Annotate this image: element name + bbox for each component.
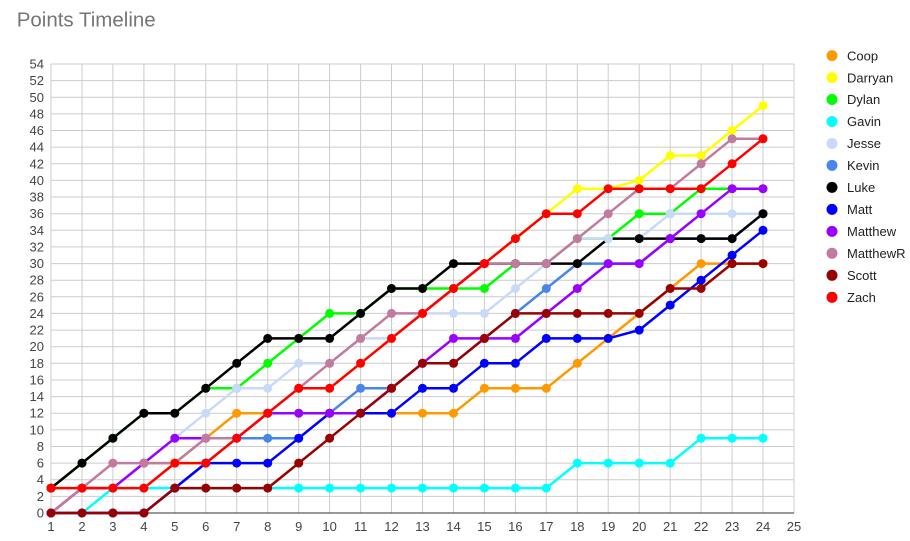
- svg-text:11: 11: [354, 519, 368, 534]
- svg-text:14: 14: [30, 389, 44, 404]
- svg-text:18: 18: [570, 519, 584, 534]
- svg-text:22: 22: [694, 519, 708, 534]
- svg-text:16: 16: [30, 373, 44, 388]
- svg-text:3: 3: [109, 519, 116, 534]
- svg-text:23: 23: [725, 519, 739, 534]
- svg-text:24: 24: [30, 306, 44, 321]
- svg-text:12: 12: [384, 519, 398, 534]
- svg-text:Jesse: Jesse: [847, 136, 881, 151]
- svg-text:20: 20: [30, 339, 44, 354]
- svg-text:Matthew: Matthew: [847, 224, 897, 239]
- svg-text:Dylan: Dylan: [847, 92, 880, 107]
- svg-text:Kevin: Kevin: [847, 158, 880, 173]
- svg-text:16: 16: [508, 519, 522, 534]
- svg-text:14: 14: [446, 519, 460, 534]
- svg-text:19: 19: [601, 519, 615, 534]
- svg-text:6: 6: [202, 519, 209, 534]
- svg-text:10: 10: [30, 422, 44, 437]
- svg-text:Points Timeline: Points Timeline: [17, 9, 156, 32]
- svg-text:22: 22: [30, 323, 44, 338]
- svg-text:MatthewR: MatthewR: [847, 246, 906, 261]
- svg-text:30: 30: [30, 256, 44, 271]
- svg-text:7: 7: [233, 519, 240, 534]
- svg-text:1: 1: [47, 519, 54, 534]
- svg-text:34: 34: [30, 223, 44, 238]
- svg-text:52: 52: [30, 73, 44, 88]
- svg-text:Luke: Luke: [847, 180, 875, 195]
- svg-text:40: 40: [30, 173, 44, 188]
- svg-text:Scott: Scott: [847, 268, 877, 283]
- svg-text:46: 46: [30, 123, 44, 138]
- svg-text:Coop: Coop: [847, 48, 878, 63]
- svg-text:24: 24: [756, 519, 770, 534]
- svg-text:54: 54: [30, 57, 44, 72]
- svg-text:Zach: Zach: [847, 290, 876, 305]
- svg-text:Gavin: Gavin: [847, 114, 881, 129]
- svg-text:44: 44: [30, 140, 44, 155]
- svg-text:Darryan: Darryan: [847, 70, 893, 85]
- svg-text:9: 9: [295, 519, 302, 534]
- svg-text:15: 15: [477, 519, 491, 534]
- svg-text:10: 10: [322, 519, 336, 534]
- svg-text:12: 12: [30, 406, 44, 421]
- svg-text:28: 28: [30, 273, 44, 288]
- svg-text:0: 0: [37, 506, 44, 521]
- svg-text:42: 42: [30, 156, 44, 171]
- svg-text:Matt: Matt: [847, 202, 873, 217]
- svg-text:8: 8: [264, 519, 271, 534]
- svg-text:2: 2: [78, 519, 85, 534]
- svg-text:21: 21: [663, 519, 677, 534]
- svg-text:4: 4: [140, 519, 147, 534]
- svg-text:2: 2: [37, 489, 44, 504]
- svg-text:48: 48: [30, 106, 44, 121]
- svg-text:5: 5: [171, 519, 178, 534]
- svg-text:36: 36: [30, 206, 44, 221]
- svg-text:18: 18: [30, 356, 44, 371]
- svg-text:4: 4: [37, 472, 44, 487]
- svg-text:17: 17: [539, 519, 553, 534]
- svg-text:38: 38: [30, 190, 44, 205]
- svg-text:32: 32: [30, 239, 44, 254]
- svg-text:13: 13: [415, 519, 429, 534]
- svg-text:50: 50: [30, 90, 44, 105]
- svg-text:25: 25: [787, 519, 801, 534]
- svg-text:26: 26: [30, 289, 44, 304]
- svg-text:8: 8: [37, 439, 44, 454]
- svg-text:20: 20: [632, 519, 646, 534]
- svg-text:6: 6: [37, 456, 44, 471]
